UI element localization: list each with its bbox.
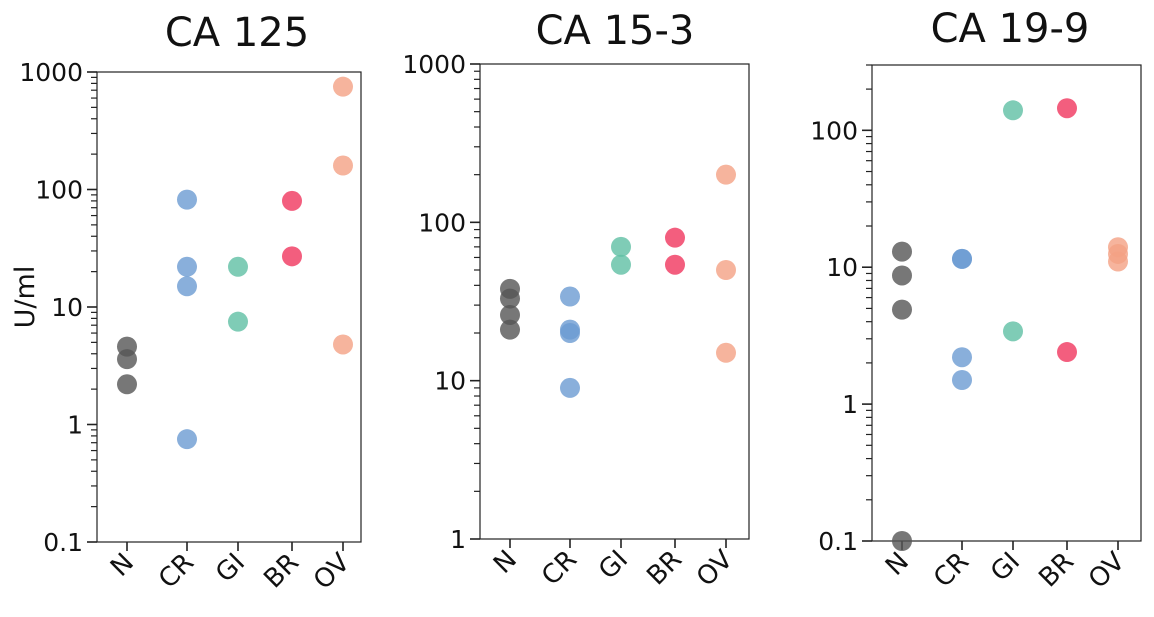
x-category-label: OV — [308, 548, 356, 596]
x-category-label: CR — [153, 548, 200, 595]
panel-title: CA 19-9 — [931, 6, 1090, 52]
panel-3: CA 19-9 0.1 1 10 100 N CR GI BR OV — [810, 6, 1142, 595]
data-point-cr — [952, 369, 972, 390]
data-point-n — [500, 288, 520, 309]
data-point-gi — [1003, 100, 1023, 121]
data-point-n — [892, 299, 912, 320]
plot-frame — [96, 71, 362, 543]
plot-frame — [871, 64, 1142, 542]
data-point-ov — [333, 334, 353, 355]
y-tick-label: 0.1 — [43, 528, 83, 557]
y-tick-label: 10 — [51, 293, 83, 322]
plot-frame — [479, 63, 750, 540]
x-category-label: OV — [1083, 547, 1131, 595]
data-point-br — [665, 254, 685, 275]
data-point-cr — [560, 323, 580, 344]
data-point-cr — [177, 429, 197, 450]
y-tick-label: 1 — [842, 390, 858, 419]
data-point-n — [892, 531, 912, 551]
x-category-label: N — [488, 545, 523, 580]
data-point-cr — [560, 377, 580, 398]
y-tick-label: 1 — [67, 411, 83, 440]
x-category-label: BR — [641, 545, 688, 592]
y-axis-label: U/ml — [10, 266, 41, 329]
x-category-label: CR — [928, 547, 975, 594]
data-point-cr — [952, 347, 972, 368]
data-point-gi — [228, 311, 248, 332]
data-point-n — [117, 349, 137, 370]
data-point-cr — [177, 189, 197, 210]
data-point-cr — [177, 256, 197, 277]
data-point-n — [500, 304, 520, 325]
y-tick-label: 100 — [418, 208, 466, 237]
data-point-br — [1057, 342, 1077, 363]
data-point-gi — [611, 254, 631, 275]
x-category-label: N — [105, 548, 140, 583]
data-point-br — [282, 190, 302, 211]
data-point-cr — [560, 286, 580, 307]
x-category-label: GI — [985, 547, 1026, 588]
data-point-cr — [952, 248, 972, 269]
x-category-label: GI — [593, 545, 634, 586]
data-point-ov — [333, 76, 353, 97]
data-point-ov — [333, 155, 353, 176]
panel-2: CA 15-3 1 10 100 1000 N CR GI BR OV — [402, 8, 750, 593]
data-point-br — [665, 227, 685, 248]
data-point-gi — [611, 236, 631, 257]
x-category-label: BR — [1033, 547, 1080, 594]
data-point-n — [117, 374, 137, 395]
y-tick-label: 1000 — [402, 50, 466, 79]
data-point-n — [892, 241, 912, 262]
y-tick-label: 0.1 — [818, 527, 858, 556]
data-point-gi — [1003, 321, 1023, 342]
data-point-n — [892, 265, 912, 286]
y-tick-label: 1 — [450, 525, 466, 554]
x-category-label: CR — [536, 545, 583, 592]
panel-title: CA 125 — [165, 10, 309, 56]
x-category-label: OV — [691, 545, 739, 593]
x-category-label: N — [880, 547, 915, 582]
data-point-gi — [228, 256, 248, 277]
data-point-br — [1057, 98, 1077, 119]
data-point-br — [282, 246, 302, 267]
y-tick-label: 100 — [810, 116, 858, 145]
panel-title: CA 15-3 — [536, 8, 695, 54]
x-category-label: BR — [258, 548, 305, 595]
panel-1: CA 125 0.1 1 10 100 1000 U/ml N CR GI BR OV — [10, 10, 362, 596]
y-tick-label: 10 — [826, 253, 858, 282]
x-category-label: GI — [210, 548, 251, 589]
y-tick-label: 10 — [434, 367, 466, 396]
data-point-ov — [716, 164, 736, 185]
data-point-n — [500, 319, 520, 340]
data-point-ov — [1108, 251, 1128, 272]
data-point-cr — [177, 276, 197, 297]
y-tick-label: 1000 — [19, 58, 83, 87]
data-point-ov — [716, 342, 736, 363]
data-point-ov — [716, 259, 736, 280]
y-tick-label: 100 — [35, 176, 83, 205]
